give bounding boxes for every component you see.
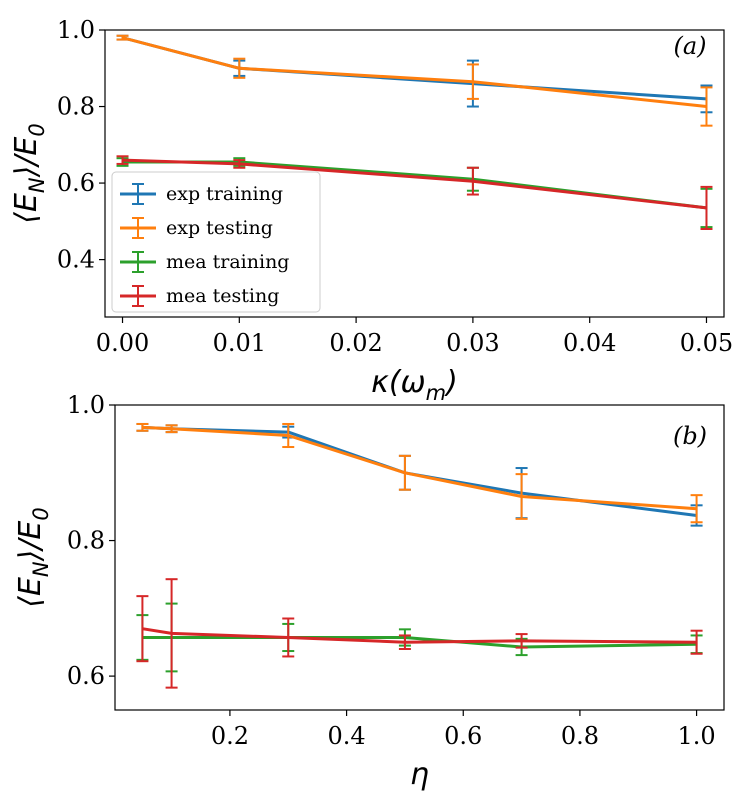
- x-tick-label: 0.02: [329, 329, 382, 357]
- panel-b: 0.2 0.4 0.6 0.8 1.0 0.6 0.8 1.0 η ⟨EN⟩/E0 (b): [13, 391, 725, 792]
- legend-frame: [111, 171, 321, 313]
- series-line: [142, 425, 697, 511]
- legend-label: mea testing: [166, 285, 279, 307]
- x-axis-label: κ(ωm): [371, 365, 458, 405]
- y-axis-label: ⟨EN⟩/E0: [13, 507, 53, 608]
- legend: exp training exp testing mea training mea t…: [111, 171, 321, 313]
- legend-entry-mea-training: mea training: [120, 251, 289, 273]
- legend-label: mea training: [166, 251, 289, 273]
- error-bar: [466, 166, 479, 196]
- x-tick-label: 0.6: [444, 722, 482, 750]
- error-bar: [690, 494, 703, 524]
- legend-label: exp testing: [166, 217, 273, 239]
- y-tick-label: 0.8: [57, 93, 95, 121]
- error-bar: [398, 454, 411, 491]
- x-tick-label: 1.0: [677, 722, 715, 750]
- error-bar: [398, 634, 411, 650]
- series-mea-testing: [136, 578, 703, 689]
- y-axis-label: ⟨EN⟩/E0: [9, 123, 49, 224]
- series-exp-testing: [116, 34, 713, 127]
- x-tick-label: 0.03: [446, 329, 499, 357]
- error-bar: [466, 63, 479, 100]
- panel-label: (b): [673, 422, 707, 450]
- error-bar: [136, 595, 149, 663]
- y-tick-label: 1.0: [67, 391, 105, 419]
- error-bar: [700, 86, 713, 127]
- error-bar: [116, 155, 129, 165]
- error-bar: [165, 424, 178, 434]
- error-bar: [690, 629, 703, 655]
- series-line: [122, 158, 707, 210]
- y-tick-label: 1.0: [57, 16, 95, 44]
- error-bar: [515, 633, 528, 649]
- series-line: [122, 36, 707, 108]
- x-tick-label: 0.04: [563, 329, 616, 357]
- y-tick-label: 0.6: [57, 169, 95, 197]
- series-mea-training: [136, 602, 703, 673]
- error-bar: [515, 473, 528, 520]
- series-line: [142, 627, 697, 644]
- error-bar: [700, 185, 713, 230]
- x-tick-label: 0.00: [96, 329, 149, 357]
- x-tick-label: 0.05: [680, 329, 733, 357]
- series-exp-training: [116, 34, 713, 114]
- x-tick-label: 0.01: [213, 329, 266, 357]
- plot-frame: [114, 404, 725, 711]
- error-bar: [282, 422, 295, 449]
- x-tick-label: 0.8: [561, 722, 599, 750]
- x-tick-label: 0.4: [327, 722, 365, 750]
- plot-frame: [104, 29, 725, 318]
- error-bar: [233, 159, 246, 169]
- legend-label: exp training: [166, 183, 283, 205]
- error-bar: [165, 578, 178, 689]
- series-mea-testing: [116, 155, 713, 230]
- legend-entry-exp-training: exp training: [120, 183, 283, 205]
- y-tick-label: 0.6: [67, 662, 105, 690]
- y-tick-label: 0.8: [67, 527, 105, 555]
- panel-label: (a): [673, 32, 706, 60]
- legend-entry-mea-testing: mea testing: [120, 285, 279, 307]
- error-bar: [233, 57, 246, 79]
- series-line: [122, 36, 707, 101]
- panel-a: 0.00 0.01 0.02 0.03 0.04 0.05 0.4 0.6 0.8 1.0 κ(ωm…: [9, 16, 733, 405]
- error-bar: [282, 617, 295, 658]
- x-tick-label: 0.2: [211, 722, 249, 750]
- legend-entry-exp-testing: exp testing: [120, 217, 273, 239]
- y-tick-label: 0.4: [57, 246, 95, 274]
- error-bar: [116, 34, 129, 41]
- error-bar: [136, 422, 149, 432]
- series-line: [142, 636, 697, 649]
- x-axis-label: η: [410, 757, 429, 792]
- series-exp-testing: [136, 422, 703, 524]
